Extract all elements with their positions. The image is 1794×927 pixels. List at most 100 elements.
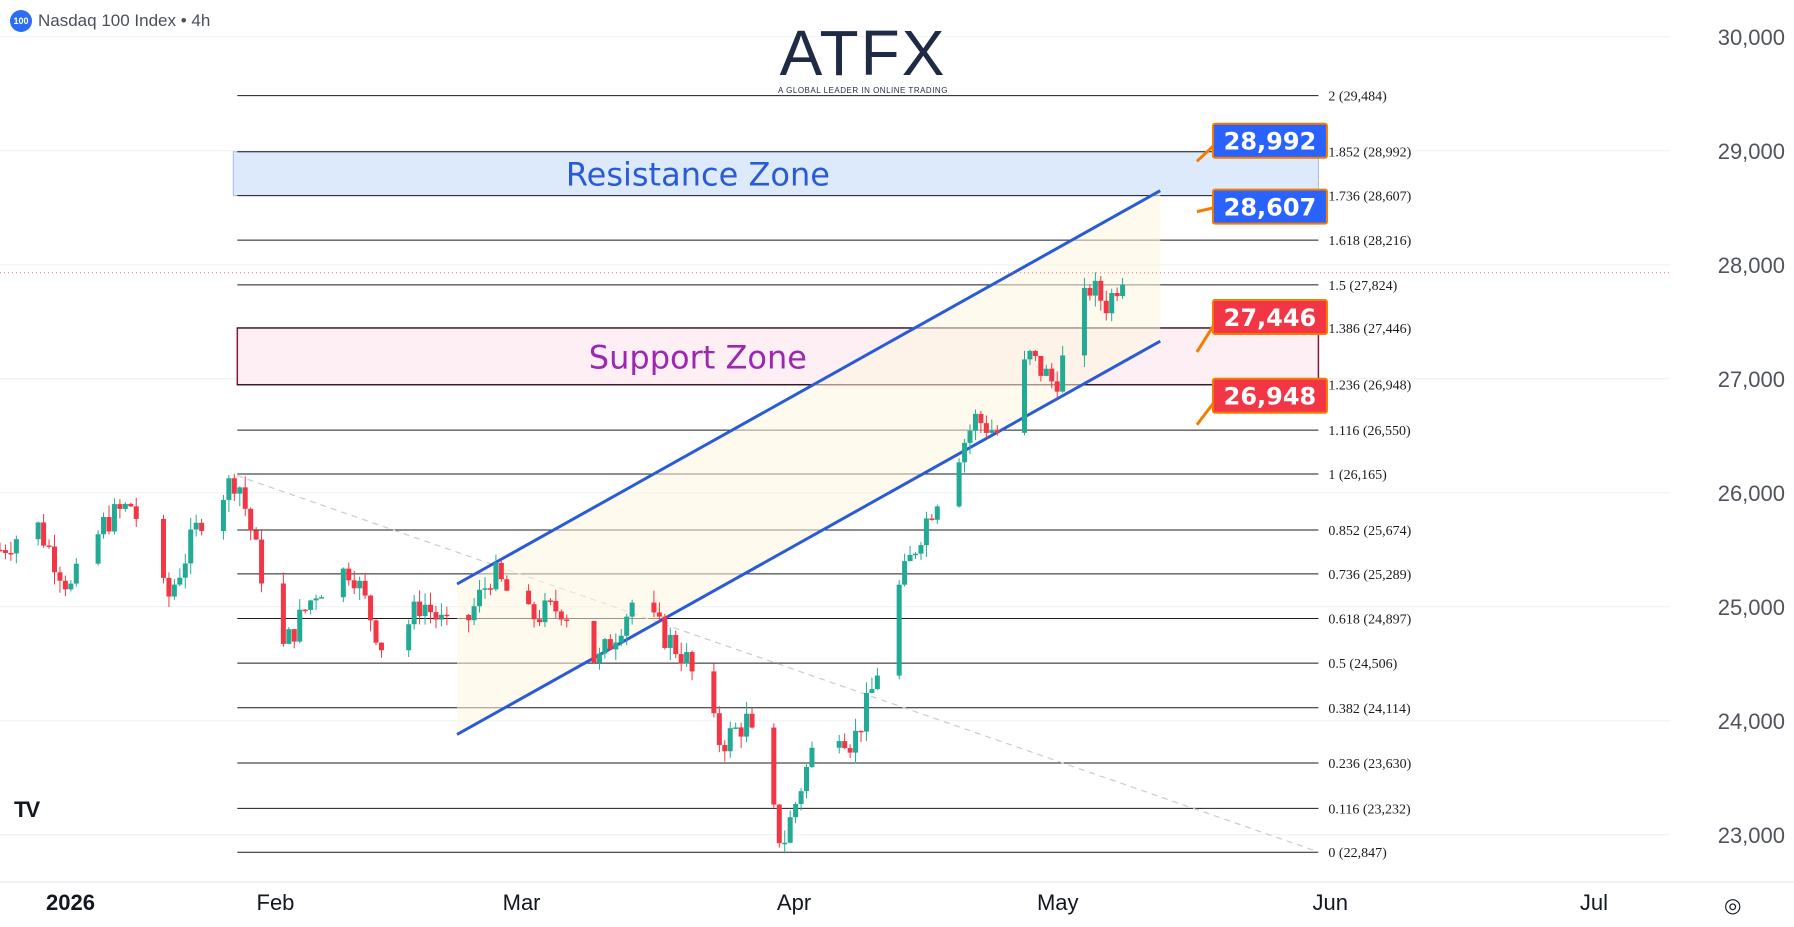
x-axis-tick-label: Jun	[1312, 890, 1347, 915]
candle-body	[237, 487, 243, 494]
candle-body	[313, 598, 319, 601]
candle-body	[798, 791, 804, 804]
candle-body	[0, 549, 3, 552]
candle-body	[744, 713, 750, 737]
candle-body	[73, 563, 79, 584]
resistance-zone-label: Resistance Zone	[566, 156, 830, 194]
candle-body	[220, 499, 226, 531]
candle-body	[62, 580, 68, 590]
candle-body	[624, 616, 630, 636]
candle-body	[678, 654, 684, 664]
candle-body	[357, 580, 363, 589]
candle-body	[536, 619, 542, 623]
chart-title: Nasdaq 100 Index • 4h	[38, 11, 211, 30]
candle-body	[749, 713, 755, 728]
candle-body	[738, 727, 744, 737]
candle-body	[411, 601, 417, 625]
candle-body	[422, 604, 428, 617]
candle-body	[199, 522, 205, 531]
candle-body	[913, 553, 919, 556]
settings-icon[interactable]: ◎	[1724, 895, 1742, 917]
candle-body	[722, 745, 728, 752]
fib-level-label: 0.852 (25,674)	[1328, 524, 1411, 539]
candle-body	[482, 588, 488, 590]
candle-body	[346, 568, 352, 581]
candle-body	[177, 577, 183, 585]
candle-body	[564, 619, 570, 622]
y-axis-tick-label: 26,000	[1718, 481, 1785, 506]
candle-body	[471, 606, 477, 621]
candle-body	[1032, 350, 1038, 356]
chart-header: 100 Nasdaq 100 Index • 4h	[10, 10, 210, 32]
candle-body	[242, 487, 248, 509]
candle-body	[618, 635, 624, 643]
candle-body	[994, 430, 1000, 433]
candle-body	[1060, 355, 1066, 392]
candle-body	[248, 508, 254, 531]
candle-body	[319, 597, 325, 599]
callout-value: 26,948	[1224, 383, 1317, 411]
candle-body	[793, 803, 799, 818]
candle-body	[188, 529, 194, 564]
candle-body	[308, 600, 314, 610]
candle-body	[286, 629, 292, 644]
fib-level-label: 2 (29,484)	[1328, 90, 1387, 105]
atfx-logo: ATFX A GLOBAL LEADER IN ONLINE TRADING	[768, 21, 958, 95]
candle-body	[1092, 280, 1098, 296]
callout-badge-red	[1211, 298, 1328, 335]
candle-body	[160, 518, 166, 578]
candle-body	[111, 504, 117, 532]
candle-body	[1027, 350, 1033, 360]
candle-body	[613, 642, 619, 650]
candle-body	[956, 462, 962, 507]
candle-body	[373, 620, 379, 643]
candle-body	[863, 692, 869, 732]
candle-body	[558, 611, 564, 620]
fib-level-label: 1.236 (26,948)	[1328, 379, 1411, 394]
y-axis-tick-label: 30,000	[1718, 25, 1785, 50]
candle-body	[57, 572, 63, 581]
fib-level-label: 0.236 (23,630)	[1328, 757, 1411, 772]
candle-body	[972, 413, 978, 431]
candle-body	[182, 563, 188, 578]
candle-body	[918, 545, 924, 554]
callout-badge-red	[1211, 377, 1328, 414]
candle-body	[2, 550, 8, 553]
tradingview-logo-icon[interactable]: TV	[14, 797, 40, 822]
candle-body	[1120, 284, 1126, 297]
candle-body	[607, 639, 613, 650]
y-axis-tick-label: 24,000	[1718, 709, 1785, 734]
candle-body	[41, 522, 47, 546]
candle-body	[259, 539, 265, 584]
candle-body	[967, 430, 973, 443]
candle-body	[493, 562, 499, 590]
fib-level-label: 1.618 (28,216)	[1328, 234, 1411, 249]
logo-tagline: A GLOBAL LEADER IN ONLINE TRADING	[778, 86, 948, 95]
candle-body	[1103, 300, 1109, 314]
candle-body	[689, 652, 695, 672]
candle-body	[428, 604, 434, 613]
candle-body	[362, 580, 368, 596]
fib-level-label: 1.116 (26,550)	[1328, 424, 1411, 439]
candle-body	[444, 614, 450, 617]
candle-body	[433, 612, 439, 620]
candle-body	[302, 609, 308, 612]
candle-body	[553, 600, 559, 612]
candle-body	[667, 634, 673, 648]
y-axis-tick-label: 27,000	[1718, 367, 1785, 392]
candle-body	[504, 579, 510, 591]
candle-body	[896, 584, 902, 676]
candle-body	[547, 600, 553, 602]
callout-value: 27,446	[1224, 304, 1317, 332]
x-axis-tick-label: Feb	[257, 890, 295, 915]
fib-level-label: 0.5 (24,506)	[1328, 657, 1397, 672]
support-zone-label: Support Zone	[589, 338, 807, 376]
candle-body	[782, 842, 788, 845]
fib-level-label: 1.736 (28,607)	[1328, 190, 1411, 205]
y-axis-tick-label: 25,000	[1718, 595, 1785, 620]
candle-body	[591, 621, 597, 663]
candle-body	[716, 713, 722, 746]
channel-lower-line	[456, 339, 1161, 736]
candle-body	[847, 748, 853, 753]
